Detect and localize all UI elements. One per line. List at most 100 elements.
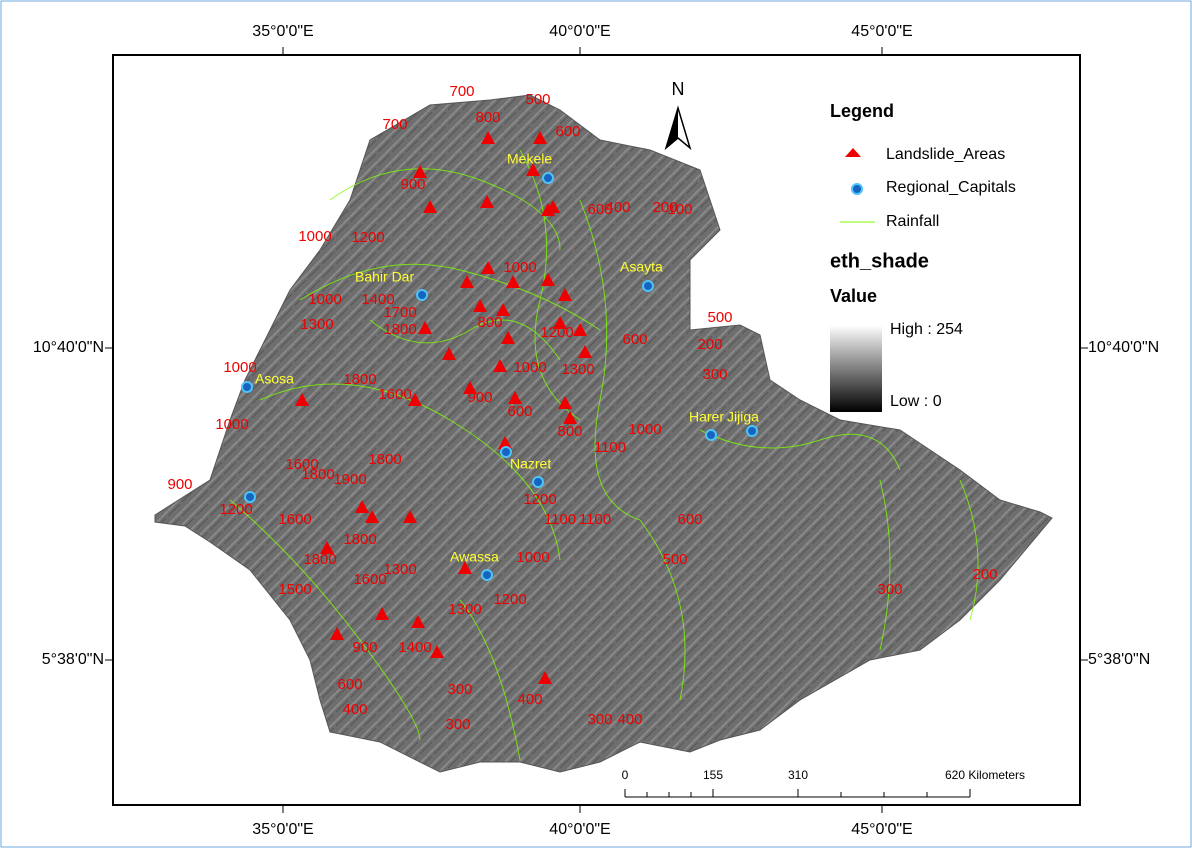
contour-label: 900 (167, 476, 192, 493)
contour-label: 400 (342, 701, 367, 718)
contour-label: 200 (972, 566, 997, 583)
capital-label: Nazret (510, 456, 551, 472)
legend-title: Legend (830, 101, 894, 121)
legend-low: Low : 0 (890, 393, 942, 410)
capital-label: Asayta (620, 259, 663, 275)
contour-label: 1600 (278, 511, 311, 528)
contour-label: 1800 (383, 321, 416, 338)
bottom-coord-label: 35°0'0"E (252, 821, 313, 838)
contour-label: 900 (400, 176, 425, 193)
capital-marker (482, 570, 492, 580)
contour-label: 900 (352, 639, 377, 656)
contour-label: 1200 (540, 324, 573, 341)
top-coord-label: 40°0'0"E (549, 23, 610, 40)
capital-label: Bahir Dar (355, 269, 414, 285)
contour-label: 1200 (493, 591, 526, 608)
contour-label: 1300 (300, 316, 333, 333)
scale-label: 0 (622, 768, 629, 782)
contour-label: 300 (447, 681, 472, 698)
contour-label: 1200 (219, 501, 252, 518)
contour-label: 600 (622, 331, 647, 348)
contour-label: 300 (702, 366, 727, 383)
contour-label: 1000 (215, 416, 248, 433)
contour-label: 700 (449, 83, 474, 100)
contour-label: 200 (697, 336, 722, 353)
contour-label: 1000 (503, 259, 536, 276)
scale-label: 155 (703, 768, 723, 782)
scale-label: 310 (788, 768, 808, 782)
capital-marker (245, 492, 255, 502)
contour-label: 1000 (628, 421, 661, 438)
contour-label: 1800 (343, 531, 376, 548)
right-coord-label: 5°38'0"N (1088, 651, 1150, 668)
contour-label: 500 (707, 309, 732, 326)
contour-label: 1800 (368, 451, 401, 468)
contour-label: 300 (877, 581, 902, 598)
contour-label: 1800 (301, 466, 334, 483)
legend-capital (852, 184, 862, 194)
contour-label: 100 (667, 201, 692, 218)
capital-marker (747, 426, 757, 436)
top-coord-label: 35°0'0"E (252, 23, 313, 40)
capital-label: Awassa (450, 549, 499, 565)
contour-label: 1100 (579, 511, 611, 528)
contour-label: 1800 (303, 551, 336, 568)
right-coord-label: 10°40'0"N (1088, 339, 1159, 356)
contour-label: 300 (445, 716, 470, 733)
contour-label: 600 (677, 511, 702, 528)
contour-label: 1200 (351, 229, 384, 246)
contour-label: 300 (587, 711, 612, 728)
capital-marker (706, 430, 716, 440)
capital-marker (417, 290, 427, 300)
bottom-coord-label: 40°0'0"E (549, 821, 610, 838)
contour-label: 1600 (378, 386, 411, 403)
contour-label: 500 (525, 91, 550, 108)
contour-label: 600 (337, 676, 362, 693)
contour-label: 800 (477, 314, 502, 331)
contour-label: 1000 (513, 359, 546, 376)
contour-label: 600 (555, 123, 580, 140)
legend-item: Regional_Capitals (886, 179, 1016, 196)
contour-label: 1000 (223, 359, 256, 376)
legend-high: High : 254 (890, 321, 963, 338)
capital-label: Harer (689, 409, 724, 425)
bottom-coord-label: 45°0'0"E (851, 821, 912, 838)
contour-label: 1300 (448, 601, 481, 618)
contour-label: 1400 (398, 639, 431, 656)
contour-label: 1000 (516, 549, 549, 566)
capital-label: Asosa (255, 371, 294, 387)
capital-marker (643, 281, 653, 291)
contour-label: 500 (662, 551, 687, 568)
contour-label: 1900 (333, 471, 366, 488)
legend-raster-title: eth_shade (830, 250, 929, 272)
top-coord-label: 45°0'0"E (851, 23, 912, 40)
left-coord-label: 10°40'0"N (33, 339, 104, 356)
contour-label: 900 (467, 389, 492, 406)
legend-item: Rainfall (886, 213, 939, 230)
left-coord-label: 5°38'0"N (42, 651, 104, 668)
map-page: 35°0'0"E 35°0'0"E 40°0'0"E 40°0'0"E 45°0'0"E… (0, 0, 1192, 848)
capital-label: Jijiga (727, 409, 759, 425)
contour-label: 1300 (383, 561, 416, 578)
contour-label: 800 (475, 109, 500, 126)
contour-label: 1300 (561, 361, 594, 378)
contour-label: 1500 (278, 581, 311, 598)
shade-ramp (830, 325, 882, 412)
contour-label: 1600 (353, 571, 386, 588)
legend-item: Landslide_Areas (886, 146, 1005, 163)
contour-label: 400 (617, 711, 642, 728)
contour-label: 700 (382, 116, 407, 133)
contour-label: 1000 (298, 228, 331, 245)
contour-label: 1000 (308, 291, 341, 308)
capital-label: Mekele (507, 151, 552, 167)
scale-label: 620 Kilometers (945, 768, 1025, 782)
contour-label: 1700 (383, 304, 416, 321)
capital-marker (242, 382, 252, 392)
contour-label: 400 (605, 199, 630, 216)
capital-marker (533, 477, 543, 487)
contour-label: 1100 (544, 511, 576, 528)
contour-label: 1800 (343, 371, 376, 388)
contour-label: 1200 (523, 491, 556, 508)
legend-value-label: Value (830, 286, 877, 306)
contour-label: 400 (517, 691, 542, 708)
